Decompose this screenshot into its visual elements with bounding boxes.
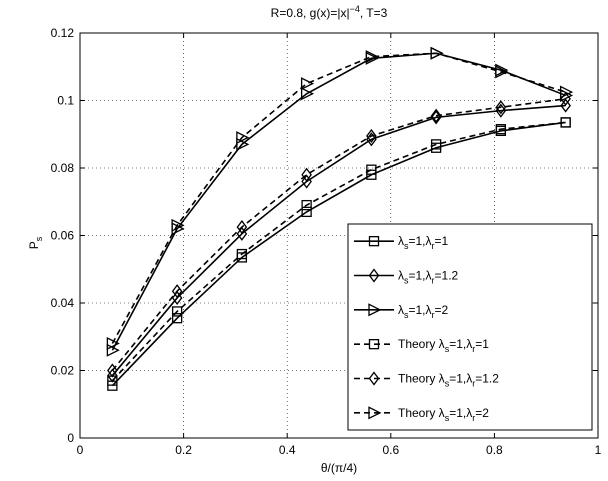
x-tick-label: 1 (595, 443, 602, 457)
data-point (106, 336, 120, 351)
y-tick-label: 0 (67, 431, 74, 445)
legend-label: λs=1,λr=2 (398, 303, 449, 320)
x-tick-label: 0.2 (175, 443, 192, 457)
y-axis-label: Ps (27, 236, 44, 249)
data-point (236, 248, 248, 260)
legend-item: Theory λs=1,λr=2 (354, 406, 489, 423)
legend-label: Theory λs=1,λr=1.2 (398, 372, 499, 389)
legend-item: λs=1,λr=1 (354, 234, 449, 251)
data-point (495, 65, 509, 79)
data-point (301, 206, 312, 218)
y-tick-label: 0.1 (57, 94, 74, 108)
data-point (301, 167, 312, 182)
y-tick-label: 0.06 (51, 229, 75, 243)
data-point (236, 131, 250, 145)
series-6 (106, 46, 574, 351)
data-point (430, 139, 442, 150)
title-exponent: −4 (350, 4, 360, 14)
data-point (430, 108, 442, 123)
y-tick-label: 0.08 (51, 161, 75, 175)
data-point (301, 199, 312, 211)
legend-marker (368, 236, 380, 247)
legend-marker (368, 303, 382, 317)
x-tick-label: 0.6 (382, 443, 399, 457)
legend-label: λs=1,λr=1.2 (398, 269, 459, 286)
data-point (171, 290, 183, 306)
legend-label: Theory λs=1,λr=2 (398, 406, 489, 423)
data-point (300, 77, 315, 91)
series-line (111, 121, 566, 382)
data-point (106, 343, 120, 357)
legend-box (347, 223, 593, 431)
title-prefix: R=0.8, g(x)=|x| (271, 6, 350, 20)
y-tick-label: 0.02 (51, 364, 75, 378)
data-point (236, 219, 248, 235)
legend-marker (368, 339, 380, 350)
legend-label: λs=1,λr=1 (398, 234, 449, 251)
legend-marker (368, 371, 380, 386)
x-axis-label: θ/(π/4) (321, 461, 357, 475)
series-4 (107, 117, 571, 386)
x-tick-label: 0.8 (486, 443, 503, 457)
data-point (430, 46, 444, 60)
series-5 (107, 91, 571, 378)
data-point (236, 226, 248, 241)
series-line (111, 98, 566, 372)
legend-marker (368, 268, 380, 283)
series-2 (107, 98, 571, 383)
data-point (560, 98, 571, 113)
legend: λs=1,λr=1 λs=1,λr=1.2 λs=1,λr=2 Theory λs=1… (347, 223, 593, 431)
data-point (171, 313, 183, 324)
data-point (171, 306, 183, 317)
title-suffix: , T=3 (360, 6, 388, 20)
legend-item: Theory λs=1,λr=1.2 (354, 371, 499, 389)
data-point (495, 124, 507, 135)
data-point (300, 87, 315, 101)
series-group (106, 46, 574, 391)
series-line (111, 121, 566, 387)
y-tick-label: 0.04 (51, 296, 75, 310)
data-point (365, 50, 379, 64)
data-point (495, 100, 507, 115)
data-point (560, 117, 571, 128)
data-point (559, 85, 574, 99)
data-point (366, 128, 377, 144)
x-tick-label: 0.4 (279, 443, 296, 457)
legend-item: λs=1,λr=1.2 (354, 268, 459, 286)
series-line (111, 52, 566, 351)
y-tick-label: 0.12 (51, 26, 75, 40)
data-point (171, 218, 185, 232)
data-point (171, 284, 183, 299)
y-axis-label-main: P (27, 241, 41, 249)
data-point (366, 164, 377, 175)
legend-marker (368, 406, 382, 420)
x-tick-label: 0 (77, 443, 84, 457)
data-point (107, 363, 118, 378)
legend-item: λs=1,λr=2 (354, 303, 449, 320)
data-point (301, 174, 312, 189)
series-line (111, 52, 566, 344)
legend-item: Theory λs=1,λr=1 (354, 337, 489, 354)
axis-ticks: 0 0.2 0.4 0.6 0.8 1 0 0.02 0.04 0.06 0.08 0.1 0.12 (51, 26, 602, 457)
legend-label: Theory λs=1,λr=1 (398, 337, 489, 354)
chart-title: R=0.8, g(x)=|x|−4, T=3 (271, 4, 388, 20)
y-axis-label-sub: s (34, 236, 44, 241)
series-line (111, 104, 566, 377)
